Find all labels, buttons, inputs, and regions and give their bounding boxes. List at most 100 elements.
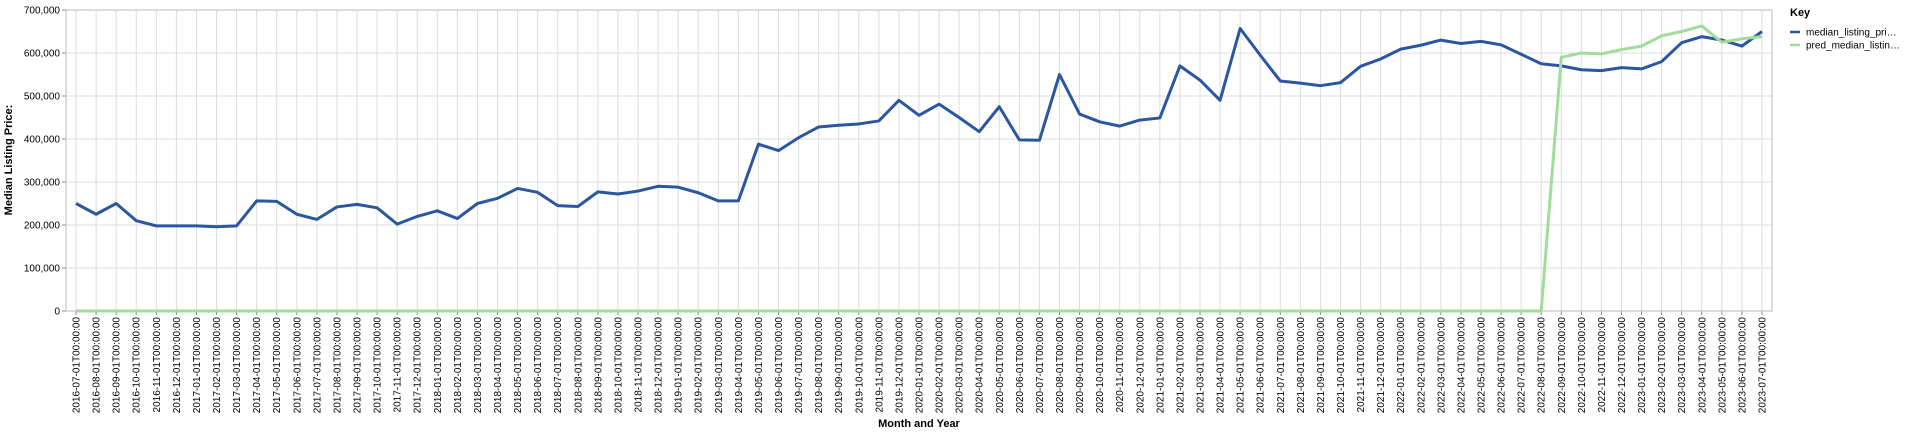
x-tick-label: 2022-05-01T00:00:00 — [1476, 317, 1487, 414]
x-tick-label: 2022-12-01T00:00:00 — [1617, 317, 1628, 414]
y-tick-label: 600,000 — [24, 49, 61, 60]
x-tick-label: 2019-07-01T00:00:00 — [794, 317, 805, 414]
x-tick-label: 2021-12-01T00:00:00 — [1376, 317, 1387, 414]
y-tick-label: 500,000 — [24, 92, 61, 103]
y-tick-label: 200,000 — [24, 221, 61, 232]
x-tick-label: 2019-10-01T00:00:00 — [854, 317, 865, 414]
x-tick-label: 2019-01-01T00:00:00 — [674, 317, 685, 414]
x-tick-label: 2019-09-01T00:00:00 — [834, 317, 845, 414]
x-tick-label: 2018-11-01T00:00:00 — [634, 317, 645, 413]
x-tick-label: 2023-02-01T00:00:00 — [1657, 317, 1668, 414]
x-tick-label: 2021-06-01T00:00:00 — [1256, 317, 1267, 414]
line-series — [76, 24, 1763, 313]
x-tick-label: 2022-03-01T00:00:00 — [1436, 317, 1447, 414]
x-tick-label: 2021-10-01T00:00:00 — [1336, 317, 1347, 414]
x-tick-label: 2022-01-01T00:00:00 — [1396, 317, 1407, 414]
x-tick-label: 2018-04-01T00:00:00 — [493, 317, 504, 414]
x-tick-label: 2017-06-01T00:00:00 — [292, 317, 303, 414]
x-tick-label: 2023-06-01T00:00:00 — [1737, 317, 1748, 414]
x-tick-label: 2020-09-01T00:00:00 — [1075, 317, 1086, 414]
y-tick-label: 300,000 — [24, 178, 61, 189]
x-tick-label: 2021-03-01T00:00:00 — [1195, 317, 1206, 414]
x-tick-label: 2020-02-01T00:00:00 — [935, 317, 946, 414]
x-tick-label: 2017-09-01T00:00:00 — [353, 317, 364, 414]
x-tick-label: 2018-09-01T00:00:00 — [593, 317, 604, 414]
x-tick-label: 2017-11-01T00:00:00 — [393, 317, 404, 413]
x-tick-label: 2021-08-01T00:00:00 — [1296, 317, 1307, 414]
x-tick-label: 2016-12-01T00:00:00 — [172, 317, 183, 414]
x-tick-label: 2021-01-01T00:00:00 — [1155, 317, 1166, 414]
x-tick-label: 2018-05-01T00:00:00 — [513, 317, 524, 414]
x-tick-label: 2016-09-01T00:00:00 — [112, 317, 123, 414]
x-tick-label: 2022-10-01T00:00:00 — [1577, 317, 1588, 414]
x-tick-label: 2019-02-01T00:00:00 — [694, 317, 705, 414]
x-tick-label: 2019-05-01T00:00:00 — [754, 317, 765, 414]
x-tick-label: 2023-05-01T00:00:00 — [1717, 317, 1728, 414]
x-tick-label: 2017-05-01T00:00:00 — [272, 317, 283, 414]
line-series — [75, 26, 1763, 229]
x-tick-label: 2019-08-01T00:00:00 — [814, 317, 825, 414]
x-tick-label: 2018-10-01T00:00:00 — [613, 317, 624, 414]
x-tick-label: 2018-02-01T00:00:00 — [453, 317, 464, 414]
x-tick-label: 2022-02-01T00:00:00 — [1416, 317, 1427, 414]
x-tick-label: 2021-04-01T00:00:00 — [1216, 317, 1227, 414]
x-tick-label: 2020-12-01T00:00:00 — [1135, 317, 1146, 414]
x-tick-label: 2018-07-01T00:00:00 — [553, 317, 564, 414]
x-tick-label: 2020-07-01T00:00:00 — [1035, 317, 1046, 414]
x-tick-label: 2020-03-01T00:00:00 — [955, 317, 966, 414]
x-tick-label: 2023-03-01T00:00:00 — [1677, 317, 1688, 414]
x-tick-label: 2020-06-01T00:00:00 — [1015, 317, 1026, 414]
x-tick-label: 2021-02-01T00:00:00 — [1175, 317, 1186, 414]
x-tick-label: 2016-08-01T00:00:00 — [92, 317, 103, 414]
x-tick-label: 2018-12-01T00:00:00 — [654, 317, 665, 414]
x-tick-label: 2023-01-01T00:00:00 — [1637, 317, 1648, 414]
legend-label: pred_median_listin… — [1806, 41, 1900, 52]
y-tick-label: 700,000 — [24, 6, 61, 17]
x-tick-label: 2021-09-01T00:00:00 — [1316, 317, 1327, 414]
x-tick-label: 2020-01-01T00:00:00 — [915, 317, 926, 414]
x-tick-label: 2022-11-01T00:00:00 — [1597, 317, 1608, 413]
x-tick-label: 2023-04-01T00:00:00 — [1697, 317, 1708, 414]
x-tick-label: 2019-06-01T00:00:00 — [774, 317, 785, 414]
x-tick-label: 2020-08-01T00:00:00 — [1055, 317, 1066, 414]
x-tick-label: 2019-11-01T00:00:00 — [874, 317, 885, 413]
legend-title: Key — [1790, 7, 1811, 19]
x-tick-label: 2019-12-01T00:00:00 — [894, 317, 905, 414]
x-tick-label: 2020-10-01T00:00:00 — [1095, 317, 1106, 414]
x-tick-label: 2017-07-01T00:00:00 — [312, 317, 323, 414]
x-tick-label: 2016-10-01T00:00:00 — [132, 317, 143, 414]
x-tick-label: 2017-02-01T00:00:00 — [212, 317, 223, 414]
legend-label: median_listing_pri… — [1806, 28, 1897, 39]
x-tick-label: 2017-12-01T00:00:00 — [413, 317, 424, 414]
x-tick-label: 2016-11-01T00:00:00 — [152, 317, 163, 413]
x-tick-label: 2017-10-01T00:00:00 — [373, 317, 384, 414]
x-tick-label: 2017-04-01T00:00:00 — [252, 317, 263, 414]
x-tick-label: 2022-09-01T00:00:00 — [1557, 317, 1568, 414]
x-tick-label: 2022-07-01T00:00:00 — [1517, 317, 1528, 414]
x-axis-title: Month and Year — [878, 418, 960, 430]
x-tick-label: 2021-05-01T00:00:00 — [1236, 317, 1247, 414]
x-tick-label: 2021-11-01T00:00:00 — [1356, 317, 1367, 413]
x-tick-label: 2016-07-01T00:00:00 — [72, 317, 83, 414]
x-tick-label: 2022-06-01T00:00:00 — [1497, 317, 1508, 414]
x-tick-label: 2018-08-01T00:00:00 — [573, 317, 584, 414]
x-tick-label: 2017-08-01T00:00:00 — [332, 317, 343, 414]
x-tick-label: 2022-04-01T00:00:00 — [1456, 317, 1467, 414]
x-tick-label: 2019-03-01T00:00:00 — [714, 317, 725, 414]
x-tick-label: 2020-05-01T00:00:00 — [995, 317, 1006, 414]
x-tick-label: 2017-03-01T00:00:00 — [232, 317, 243, 414]
y-tick-label: 0 — [54, 307, 60, 318]
y-tick-label: 400,000 — [24, 135, 61, 146]
y-tick-label: 100,000 — [24, 264, 61, 275]
y-axis-title: Median Listing Price: — [3, 105, 15, 216]
x-tick-label: 2021-07-01T00:00:00 — [1276, 317, 1287, 414]
x-tick-label: 2018-03-01T00:00:00 — [473, 317, 484, 414]
x-tick-label: 2022-08-01T00:00:00 — [1537, 317, 1548, 414]
x-tick-label: 2020-11-01T00:00:00 — [1115, 317, 1126, 413]
x-tick-label: 2018-06-01T00:00:00 — [533, 317, 544, 414]
x-tick-label: 2019-04-01T00:00:00 — [734, 317, 745, 414]
x-tick-label: 2018-01-01T00:00:00 — [433, 317, 444, 414]
x-tick-label: 2017-01-01T00:00:00 — [192, 317, 203, 414]
x-tick-label: 2020-04-01T00:00:00 — [975, 317, 986, 414]
